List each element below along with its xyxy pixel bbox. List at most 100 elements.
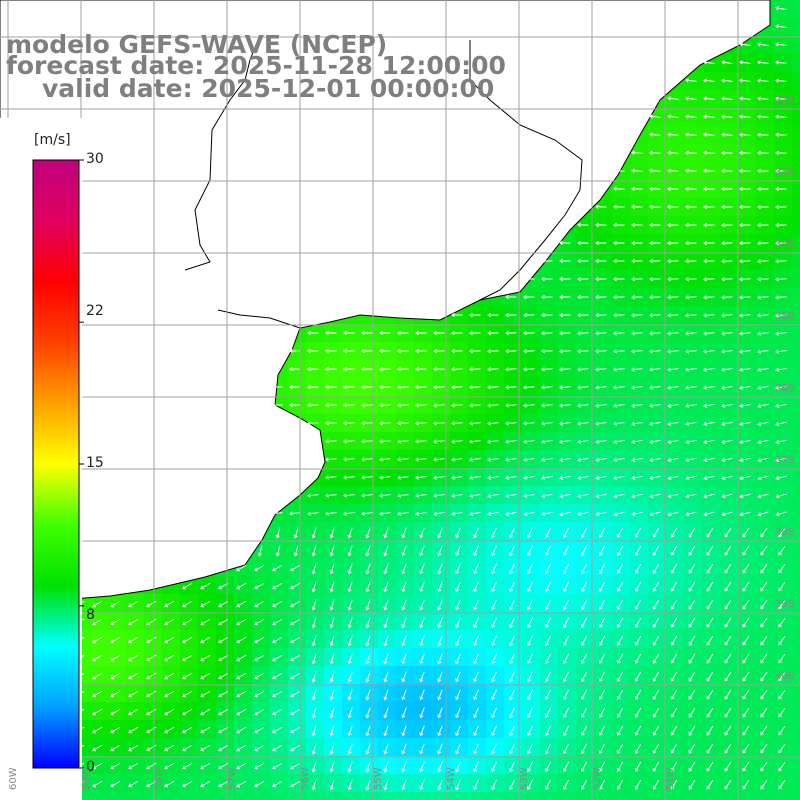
wind-arrow xyxy=(415,348,427,354)
wind-arrow xyxy=(721,222,733,228)
wind-arrow xyxy=(254,708,265,716)
wind-arrow xyxy=(272,618,283,626)
title-valid-date: valid date: 2025-12-01 00:00:00 xyxy=(42,74,495,103)
wind-arrow xyxy=(365,725,371,737)
wind-arrow xyxy=(778,671,786,682)
wind-arrow xyxy=(473,563,479,575)
wind-arrow xyxy=(451,349,463,354)
wind-cell xyxy=(792,396,800,415)
wind-arrow xyxy=(311,545,317,557)
wind-cell xyxy=(792,54,800,73)
wind-arrow xyxy=(110,762,121,770)
wind-cell xyxy=(792,774,800,793)
wind-arrow xyxy=(757,186,769,192)
wind-arrow xyxy=(289,511,301,516)
wind-arrow xyxy=(164,600,175,608)
wind-arrow xyxy=(383,563,389,575)
wind-arrow xyxy=(401,707,407,719)
wind-arrow xyxy=(289,384,301,390)
wind-arrow xyxy=(487,457,499,462)
wind-arrow xyxy=(598,761,606,772)
wind-cell xyxy=(792,468,800,487)
wind-arrow xyxy=(739,186,751,192)
wind-arrow xyxy=(742,779,750,790)
wind-arrow xyxy=(595,439,607,444)
wind-arrow xyxy=(545,545,551,557)
wind-arrow xyxy=(775,331,787,336)
wind-arrow xyxy=(580,581,588,593)
wind-arrow xyxy=(685,277,697,282)
wind-arrow xyxy=(236,708,247,716)
wind-arrow xyxy=(361,511,373,516)
wind-arrow xyxy=(667,277,679,282)
wind-arrow xyxy=(559,313,571,318)
wind-arrow xyxy=(670,743,678,754)
wind-arrow xyxy=(757,367,769,372)
wind-arrow xyxy=(491,707,497,719)
wind-cell xyxy=(378,792,397,800)
wind-cell xyxy=(594,792,613,800)
wind-arrow xyxy=(595,331,607,336)
wind-arrow xyxy=(437,617,443,629)
wind-arrow xyxy=(742,545,750,556)
wind-arrow xyxy=(616,779,624,790)
wind-arrow xyxy=(613,168,625,173)
wind-arrow xyxy=(667,150,679,155)
wind-arrow xyxy=(652,671,660,682)
wind-arrow xyxy=(473,743,479,755)
wind-arrow xyxy=(703,367,715,372)
colorbar-tick-8: 8 xyxy=(86,607,95,623)
wind-arrow xyxy=(401,635,407,647)
wind-arrow xyxy=(182,672,193,680)
wind-arrow xyxy=(182,744,193,752)
wind-cell xyxy=(432,792,451,800)
wind-arrow xyxy=(634,761,642,772)
wind-arrow xyxy=(580,743,588,755)
wind-arrow xyxy=(311,671,317,683)
wind-arrow xyxy=(703,60,715,65)
wind-arrow xyxy=(523,511,535,517)
wind-arrow xyxy=(311,653,317,665)
wind-arrow xyxy=(505,349,517,354)
wind-arrow xyxy=(469,493,481,498)
wind-arrow xyxy=(254,600,265,608)
wind-arrow xyxy=(451,439,463,444)
wind-arrow xyxy=(415,385,427,390)
wind-arrow xyxy=(527,707,533,719)
wind-arrow xyxy=(742,563,750,574)
wind-arrow xyxy=(649,114,661,119)
wind-arrow xyxy=(616,653,624,664)
wind-arrow xyxy=(455,581,461,593)
wind-arrow xyxy=(146,690,157,698)
wind-arrow xyxy=(685,331,697,336)
wind-arrow xyxy=(236,654,247,662)
wind-arrow xyxy=(634,635,642,646)
wind-arrow xyxy=(379,366,391,372)
wind-arrow xyxy=(613,493,625,499)
wind-arrow xyxy=(721,403,733,408)
wind-arrow xyxy=(613,222,625,227)
wind-arrow xyxy=(598,743,606,754)
wind-arrow xyxy=(236,618,247,626)
wind-arrow xyxy=(329,599,335,611)
wind-arrow xyxy=(559,240,571,245)
wind-arrow xyxy=(379,385,391,390)
wind-arrow xyxy=(652,653,660,664)
wind-arrow xyxy=(361,403,373,408)
wind-arrow xyxy=(383,671,389,683)
wind-arrow xyxy=(487,439,499,444)
wind-arrow xyxy=(347,599,353,611)
wind-arrow xyxy=(598,779,606,790)
wind-arrow xyxy=(649,222,661,228)
wind-arrow xyxy=(92,708,103,716)
lat-label: 33S xyxy=(774,167,794,178)
wind-arrow xyxy=(164,726,175,734)
wind-arrow xyxy=(649,204,661,209)
wind-arrow xyxy=(509,527,515,539)
colorbar-tick-0: 0 xyxy=(86,759,95,775)
wind-arrow xyxy=(505,439,517,444)
wind-arrow xyxy=(739,204,751,210)
lat-label: 34S xyxy=(774,239,794,250)
wind-arrow xyxy=(455,563,461,575)
wind-arrow xyxy=(128,744,139,752)
